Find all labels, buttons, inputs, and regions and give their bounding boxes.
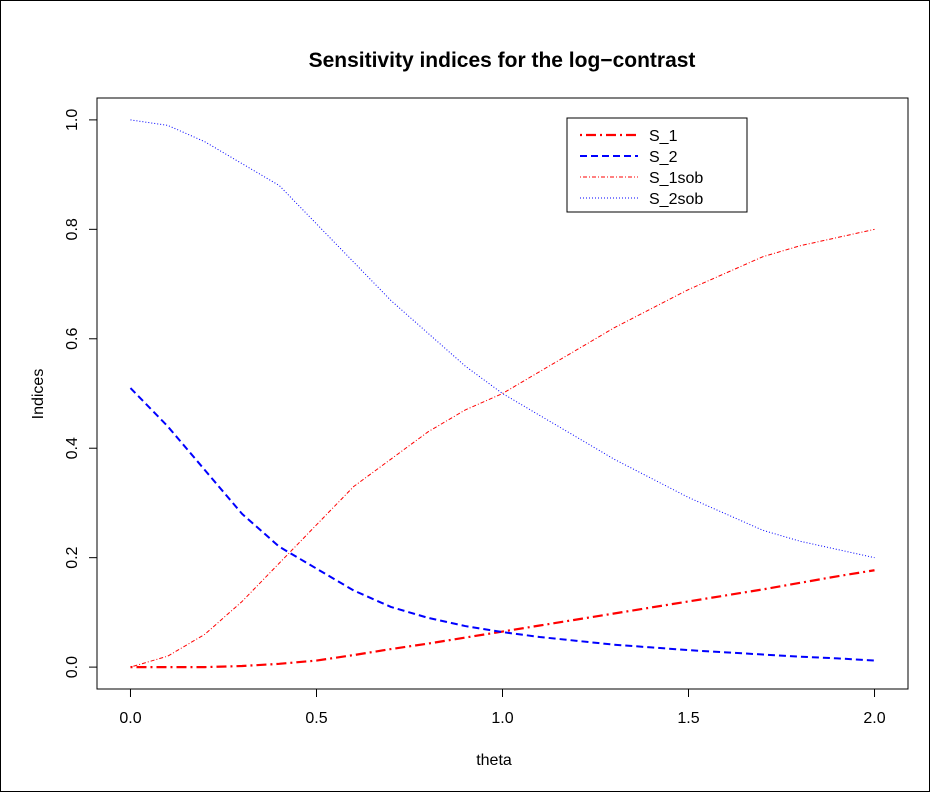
y-tick-label: 0.8 xyxy=(64,218,81,240)
y-axis: 0.0 0.2 0.4 0.6 0.8 1.0 xyxy=(64,109,98,678)
y-axis-label: Indices xyxy=(30,369,47,420)
series-line-s-2 xyxy=(129,387,875,662)
y-tick-label: 0.0 xyxy=(64,656,81,678)
y-tick-label: 1.0 xyxy=(64,109,81,131)
legend-box xyxy=(566,117,748,213)
y-tick-label: 0.2 xyxy=(64,546,81,568)
legend-label: S_2 xyxy=(649,149,678,166)
legend-label: S_1sob xyxy=(649,170,703,187)
x-tick-label: 1.0 xyxy=(491,710,513,727)
legend: S_1 S_2 S_1sob S_2sob xyxy=(566,117,748,213)
y-tick-label: 0.6 xyxy=(64,328,81,350)
x-tick-label: 0.0 xyxy=(119,710,141,727)
x-tick-label: 0.5 xyxy=(305,710,327,727)
x-tick-label: 2.0 xyxy=(863,710,885,727)
series-line-s-1 xyxy=(130,569,875,669)
chart-title: Sensitivity indices for the log−contrast xyxy=(309,49,696,72)
series-line-s-1sob xyxy=(130,228,875,668)
x-tick-label: 1.5 xyxy=(677,710,699,727)
x-axis: 0.0 0.5 1.0 1.5 2.0 xyxy=(119,688,886,727)
series-lines xyxy=(129,119,875,669)
legend-label: S_1 xyxy=(649,128,678,145)
y-tick-label: 0.4 xyxy=(64,437,81,459)
legend-label: S_2sob xyxy=(649,191,703,208)
plot-box xyxy=(96,97,909,690)
series-line-s-2sob xyxy=(130,119,875,559)
x-axis-label: theta xyxy=(476,752,512,769)
